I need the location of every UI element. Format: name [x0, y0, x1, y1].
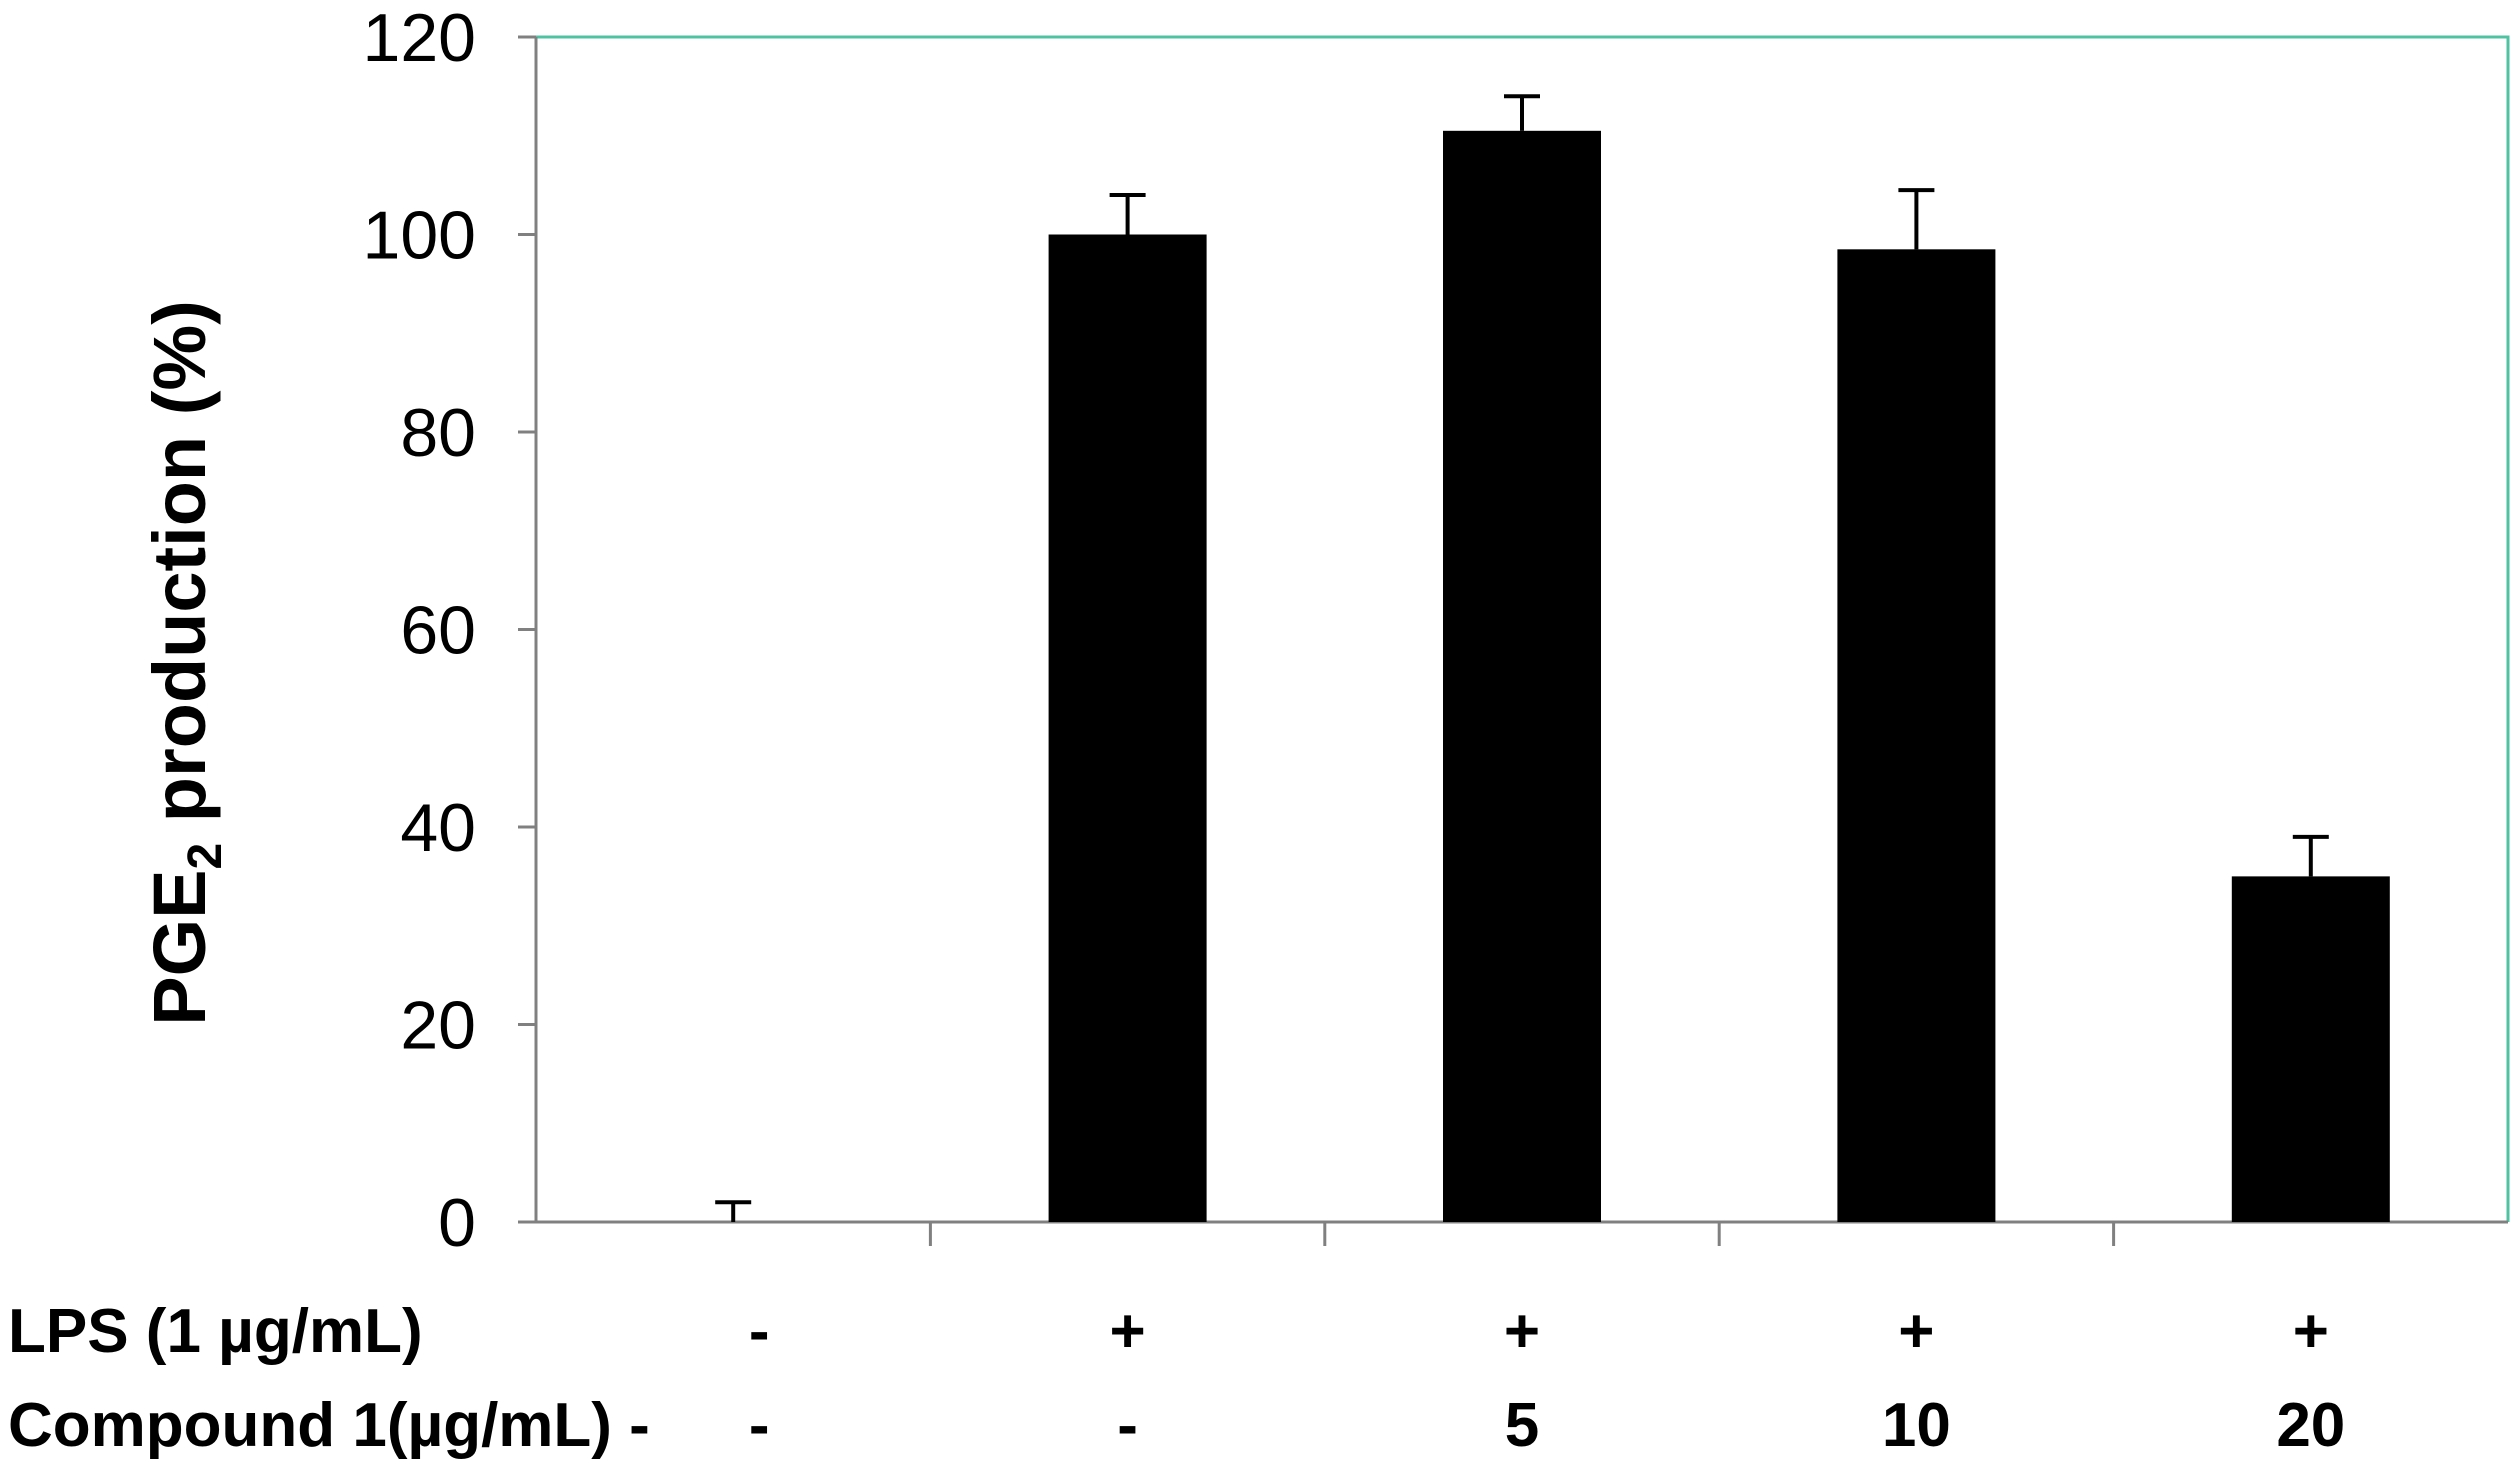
y-tick-label: 40	[400, 790, 476, 866]
row-value: 10	[1882, 1391, 1951, 1460]
y-axis-title-main: PGE	[138, 870, 221, 1026]
y-tick-label: 0	[438, 1185, 476, 1261]
row-value: +	[1109, 1297, 1145, 1366]
row-value: 20	[2276, 1391, 2345, 1460]
y-axis-title: PGE2 production (%)	[138, 300, 232, 1026]
y-tick-label: 60	[400, 593, 476, 669]
row-value: +	[1898, 1297, 1934, 1366]
row-label: LPS (1 µg/mL)	[8, 1297, 423, 1366]
y-tick-label: 120	[363, 0, 476, 76]
row-value: -	[749, 1391, 770, 1460]
bar	[1048, 234, 1207, 1222]
bar	[1837, 249, 1996, 1222]
y-tick-label: 20	[400, 988, 476, 1064]
y-axis-title-subscript: 2	[179, 843, 232, 870]
y-tick-label: 80	[400, 395, 476, 471]
row-label: Compound 1(µg/mL) -	[8, 1391, 650, 1460]
bar	[1443, 130, 1601, 1222]
row-value: -	[749, 1297, 770, 1366]
row-value: +	[2293, 1297, 2329, 1366]
y-axis-title-rest: production (%)	[138, 300, 221, 843]
plot-border	[536, 35, 2510, 1222]
row-value: +	[1504, 1297, 1540, 1366]
svg-text:PGE2 production (%): PGE2 production (%)	[138, 300, 232, 1026]
bar	[2231, 876, 2390, 1222]
row-value: -	[1117, 1391, 1138, 1460]
y-tick-label: 100	[363, 198, 476, 274]
row-value: 5	[1505, 1391, 1539, 1460]
